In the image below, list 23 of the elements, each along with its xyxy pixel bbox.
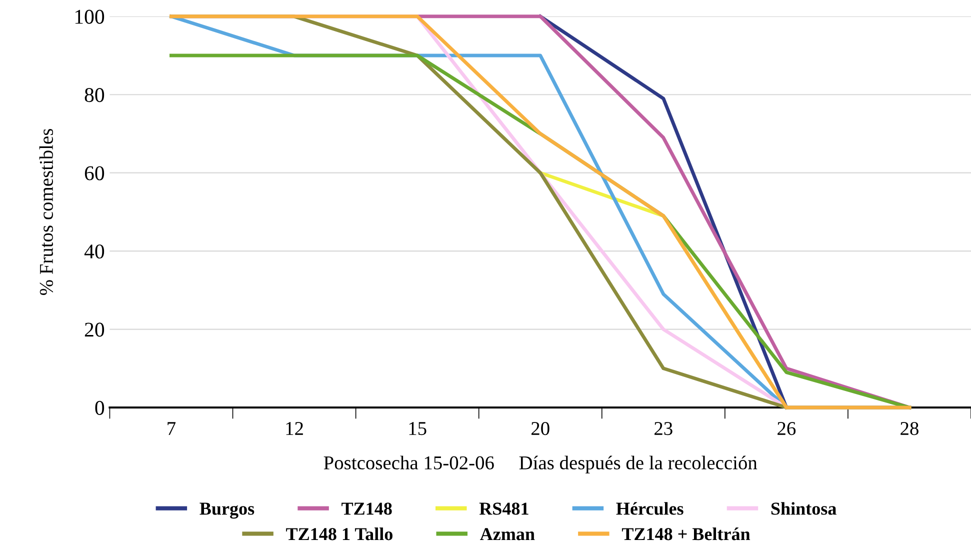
x-tick-label: 20: [531, 422, 550, 436]
legend-label: Azman: [480, 528, 535, 540]
y-tick-label: 0: [95, 400, 104, 415]
legend-label: Shintosa: [771, 502, 836, 515]
legend-label: RS481: [479, 502, 528, 515]
legend-label: Hércules: [616, 502, 684, 515]
x-tick-label: 23: [654, 422, 672, 436]
x-tick-label: 28: [900, 422, 918, 436]
x-tick-label: 15: [409, 422, 426, 436]
legend-label: Burgos: [200, 502, 254, 519]
y-tick-label: 40: [84, 244, 104, 259]
y-tick-label: 60: [84, 166, 104, 180]
x-tick-label: 12: [286, 422, 303, 435]
y-tick-label: 20: [84, 322, 104, 337]
y-tick-label: 100: [75, 10, 104, 24]
x-tick-label: 7: [168, 422, 176, 435]
y-axis-title: % Frutos comestibles: [39, 128, 54, 296]
legend-label: TZ148 + Beltrán: [622, 528, 750, 540]
y-tick-label: 80: [84, 88, 104, 102]
x-tick-label: 26: [778, 422, 796, 436]
legend-label: TZ148: [342, 502, 392, 515]
legend-label: TZ148 1 Tallo: [286, 528, 392, 540]
x-axis-title: Postcosecha 15-02-06 Días después de la recolección: [324, 456, 758, 474]
